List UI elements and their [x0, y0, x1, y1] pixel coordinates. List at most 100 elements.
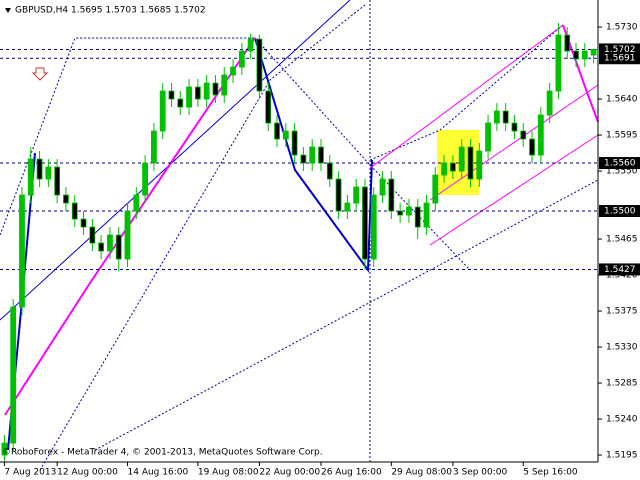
- candle-body: [177, 98, 184, 108]
- x-tick-label: 19 Aug 08:00: [198, 468, 259, 478]
- candle-body: [353, 186, 360, 204]
- candle-body: [573, 50, 579, 60]
- footer: ©RoboForex - MetaTrader 4, © 2001-2013, …: [2, 448, 323, 458]
- candle-body: [54, 166, 61, 196]
- trend-line: [0, 0, 351, 321]
- x-tick-label: 22 Aug 00:00: [259, 468, 320, 478]
- candle-body: [142, 162, 149, 196]
- chart-title: GBPUSD,H4 1.5695 1.5703 1.5685 1.5702: [15, 6, 206, 16]
- candle-body: [537, 114, 544, 156]
- candle-body: [80, 218, 87, 228]
- candle-body: [423, 202, 430, 228]
- sell-arrow-icon: [31, 67, 49, 81]
- candle-body: [203, 82, 210, 100]
- y-tick-label: 1.5195: [606, 451, 638, 461]
- x-tick-label: 26 Aug 16:00: [321, 468, 382, 478]
- candle-body: [27, 158, 34, 196]
- price-level-label: 1.5427: [604, 265, 636, 275]
- price-level-label: 1.5500: [604, 207, 636, 217]
- candle-body: [1, 442, 8, 456]
- candle-body: [326, 162, 333, 180]
- candle-body: [564, 34, 571, 52]
- candle-body: [449, 162, 456, 172]
- candle-body: [221, 74, 228, 96]
- candle-body: [476, 150, 483, 180]
- candle-body: [502, 110, 509, 124]
- candle-body: [388, 178, 395, 212]
- candle-body: [265, 90, 272, 124]
- x-tick-label: 3 Sep 00:00: [453, 468, 508, 478]
- x-tick-label: 14 Aug 16:00: [128, 468, 189, 478]
- dashed-line: [94, 179, 599, 451]
- candle-body: [485, 122, 491, 152]
- y-tick-label: 1.5465: [606, 235, 638, 245]
- y-tick-label: 1.5330: [606, 343, 638, 353]
- candle-body: [555, 34, 562, 92]
- channel-line: [429, 134, 599, 246]
- price-level-label: 1.5691: [604, 54, 636, 64]
- candle-body: [291, 130, 298, 156]
- y-tick-label: 1.5420: [606, 271, 638, 281]
- channel-line: [4, 37, 256, 416]
- y-tick-label: 1.5550: [606, 167, 638, 177]
- plot: [0, 23, 598, 464]
- candle-body: [370, 194, 377, 260]
- y-tick-label: 1.5285: [606, 379, 638, 389]
- candle-body: [581, 50, 588, 60]
- candle-body: [406, 206, 412, 216]
- candle-body: [45, 166, 52, 180]
- candle-body: [432, 174, 439, 204]
- dashed-line: [39, 4, 366, 471]
- y-tick-label: 1.5640: [606, 95, 638, 105]
- candle-body: [467, 146, 474, 180]
- dashed-line: [254, 37, 471, 271]
- x-tick-label: 12 Aug 00:00: [57, 468, 118, 478]
- candle-body: [159, 90, 166, 132]
- candle-body: [36, 158, 43, 180]
- candle-body: [274, 122, 280, 140]
- zigzag: [254, 37, 373, 273]
- candle-body: [124, 210, 131, 260]
- price-level-label: 1.5702: [604, 45, 636, 55]
- price-level-box: [599, 263, 640, 276]
- x-tick-label: 5 Sep 16:00: [523, 468, 578, 478]
- channel-line: [429, 84, 599, 201]
- candle-body: [318, 146, 324, 164]
- x-tick-label: 7 Aug 2013: [4, 468, 56, 478]
- forecast-line: [562, 24, 599, 123]
- candle-body: [168, 90, 175, 100]
- candle-body: [150, 130, 157, 164]
- y-tick-label: 1.5730: [606, 23, 638, 33]
- candle-body: [414, 206, 421, 228]
- candle-body: [133, 194, 140, 212]
- price-level-box: [599, 157, 640, 170]
- candle-body: [212, 82, 219, 96]
- candle-body: [115, 234, 122, 260]
- price-level-box: [599, 205, 640, 218]
- candle-body: [282, 130, 289, 140]
- y-tick-label: 1.5375: [606, 307, 638, 317]
- candle-body: [194, 86, 201, 100]
- candle-body: [397, 210, 404, 216]
- candle-body: [309, 146, 316, 164]
- y-tick-label: 1.5240: [606, 415, 638, 425]
- candle-body: [493, 110, 500, 124]
- candle-body: [71, 202, 78, 220]
- y-tick-label: 1.5595: [606, 131, 638, 141]
- candle-body: [63, 194, 69, 204]
- x-tick-label: 29 Aug 08:00: [391, 468, 452, 478]
- candle-body: [441, 162, 448, 176]
- dashed-line: [369, 24, 564, 161]
- candle-body: [511, 122, 518, 132]
- candle-body: [238, 50, 245, 68]
- candle-body: [362, 186, 368, 260]
- price-level-label: 1.5560: [604, 159, 636, 169]
- candle-body: [256, 38, 263, 92]
- candle-body: [230, 66, 236, 76]
- candle-body: [520, 130, 527, 140]
- candle-body: [247, 38, 254, 52]
- analysis-drawings: [0, 0, 599, 471]
- candle-body: [458, 146, 465, 172]
